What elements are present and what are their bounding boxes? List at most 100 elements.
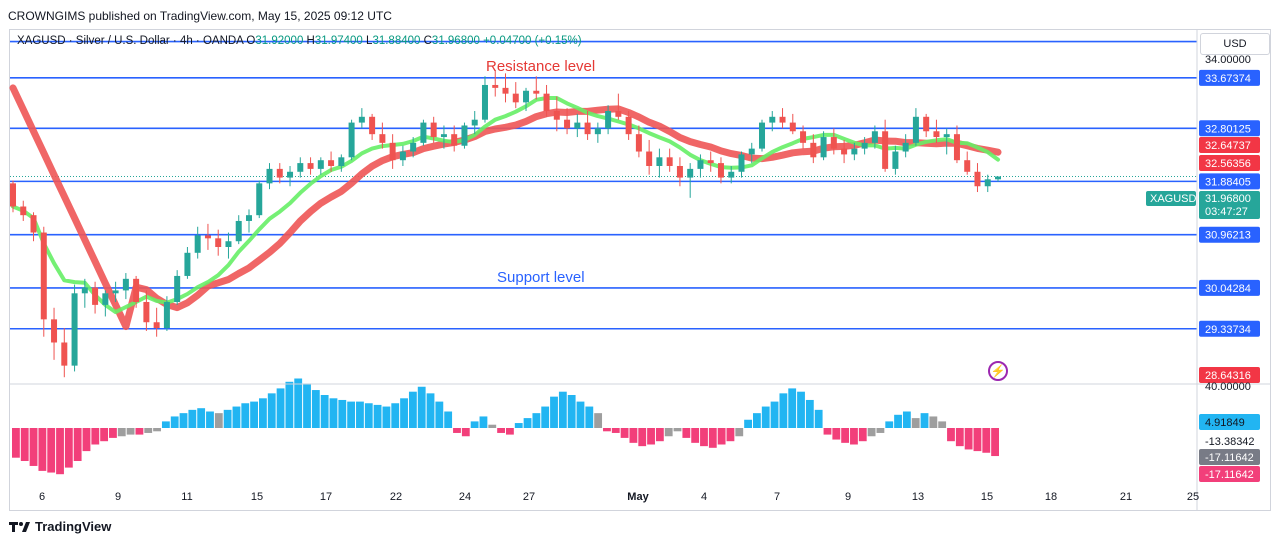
price-label-bg <box>1199 155 1260 171</box>
histogram-bar <box>329 398 338 428</box>
candle-body <box>71 293 78 366</box>
time-tick-label: 9 <box>845 491 851 503</box>
price-label: 34.00000 <box>1205 54 1251 66</box>
histogram-bar <box>744 419 752 428</box>
countdown-text: 03:47:27 <box>1205 206 1248 218</box>
price-label-text: 32.80125 <box>1205 123 1251 135</box>
histogram-bar <box>885 421 894 428</box>
histogram-bar <box>814 409 823 428</box>
histogram-bar <box>391 403 400 428</box>
histogram-bar <box>47 428 56 473</box>
candle-body <box>646 151 653 166</box>
histogram-bar <box>408 391 417 428</box>
histogram-bar <box>647 428 655 445</box>
histogram-bar <box>558 391 567 428</box>
candle-body <box>594 128 601 135</box>
price-label-bg <box>1199 279 1260 296</box>
candle-body <box>584 122 591 135</box>
price-label: 4.91849 <box>1199 414 1260 430</box>
price-label: 31.88405 <box>1199 173 1260 190</box>
candle-body <box>410 142 417 152</box>
price-label-text: 31.88405 <box>1205 176 1251 188</box>
candle-body <box>307 163 314 169</box>
histogram-bar <box>664 428 673 437</box>
histogram-bar <box>973 428 982 452</box>
candle-body <box>389 142 396 161</box>
candle-body <box>287 171 294 178</box>
histogram-bar <box>638 428 647 447</box>
histogram-bar <box>717 428 726 445</box>
price-label: 33.67374 <box>1199 69 1260 86</box>
candle-body <box>348 122 355 158</box>
candle-body <box>717 163 724 178</box>
histogram-bar <box>338 399 347 428</box>
histogram-bar <box>373 404 382 428</box>
candle-body <box>481 84 488 120</box>
candle-body <box>451 134 458 146</box>
histogram-bar <box>753 413 761 428</box>
price-label-text: 4.91849 <box>1205 417 1245 429</box>
candle-body <box>882 131 889 169</box>
tradingview-logo[interactable]: TradingView <box>9 519 111 534</box>
price-label-text: -17.11642 <box>1205 469 1254 481</box>
histogram-bar <box>364 403 373 428</box>
histogram-bar <box>497 428 505 433</box>
candle-body <box>666 157 673 166</box>
price-label: 29.33734 <box>1199 320 1260 337</box>
candle-body <box>225 241 232 248</box>
candle-body <box>30 215 37 233</box>
histogram-bar <box>876 428 885 433</box>
candle-body <box>204 235 211 239</box>
histogram-bar <box>73 428 82 461</box>
time-tick-label: 18 <box>1045 491 1057 503</box>
price-label-text: 32.64737 <box>1205 140 1251 152</box>
price-label-text: 29.33734 <box>1205 324 1251 336</box>
histogram-bar <box>303 383 311 428</box>
histogram-bar <box>576 401 585 428</box>
histogram-bar <box>479 416 488 428</box>
price-label-bg <box>1199 137 1260 153</box>
histogram-bar <box>982 428 991 453</box>
histogram-bar <box>135 428 144 435</box>
candle-body <box>553 111 560 120</box>
price-label-bg <box>1199 466 1260 482</box>
time-tick-label: 4 <box>701 491 707 503</box>
candle-body <box>10 183 16 207</box>
histogram-bar <box>426 393 435 428</box>
histogram-bar <box>241 403 250 428</box>
horizontal-levels <box>10 40 1197 330</box>
candle-body <box>861 142 868 149</box>
histogram-bar <box>700 428 708 447</box>
high-label: H <box>306 35 315 47</box>
currency-selector[interactable]: USD <box>1200 33 1270 55</box>
chart-frame <box>9 29 1271 511</box>
price-label: -17.11642 <box>1199 449 1260 465</box>
histogram-bar <box>735 428 744 437</box>
candle-body <box>933 131 940 138</box>
candle-body <box>974 171 981 187</box>
candle-body <box>502 87 509 94</box>
candle-body <box>564 119 571 129</box>
histogram-bar <box>188 409 197 428</box>
candle-body <box>707 160 714 164</box>
candle-body <box>245 215 252 221</box>
histogram-bar <box>858 428 867 442</box>
time-tick-label: 6 <box>39 491 45 503</box>
oscillator-histogram <box>12 378 999 475</box>
candle-body <box>543 93 550 112</box>
candle-body <box>379 134 386 143</box>
price-label: -13.38342 <box>1205 436 1255 448</box>
histogram-bar <box>726 428 735 442</box>
histogram-bar <box>550 396 558 428</box>
histogram-bar <box>894 414 902 428</box>
lightning-icon[interactable]: ⚡ <box>988 361 1008 381</box>
time-tick-label: 11 <box>181 491 192 503</box>
histogram-bar <box>179 413 188 428</box>
histogram-bar <box>170 416 179 428</box>
candle-body <box>728 171 735 178</box>
moving-average-slow <box>9 84 1002 331</box>
candle-body <box>143 301 150 323</box>
open-value: 31.92000 <box>255 35 304 47</box>
